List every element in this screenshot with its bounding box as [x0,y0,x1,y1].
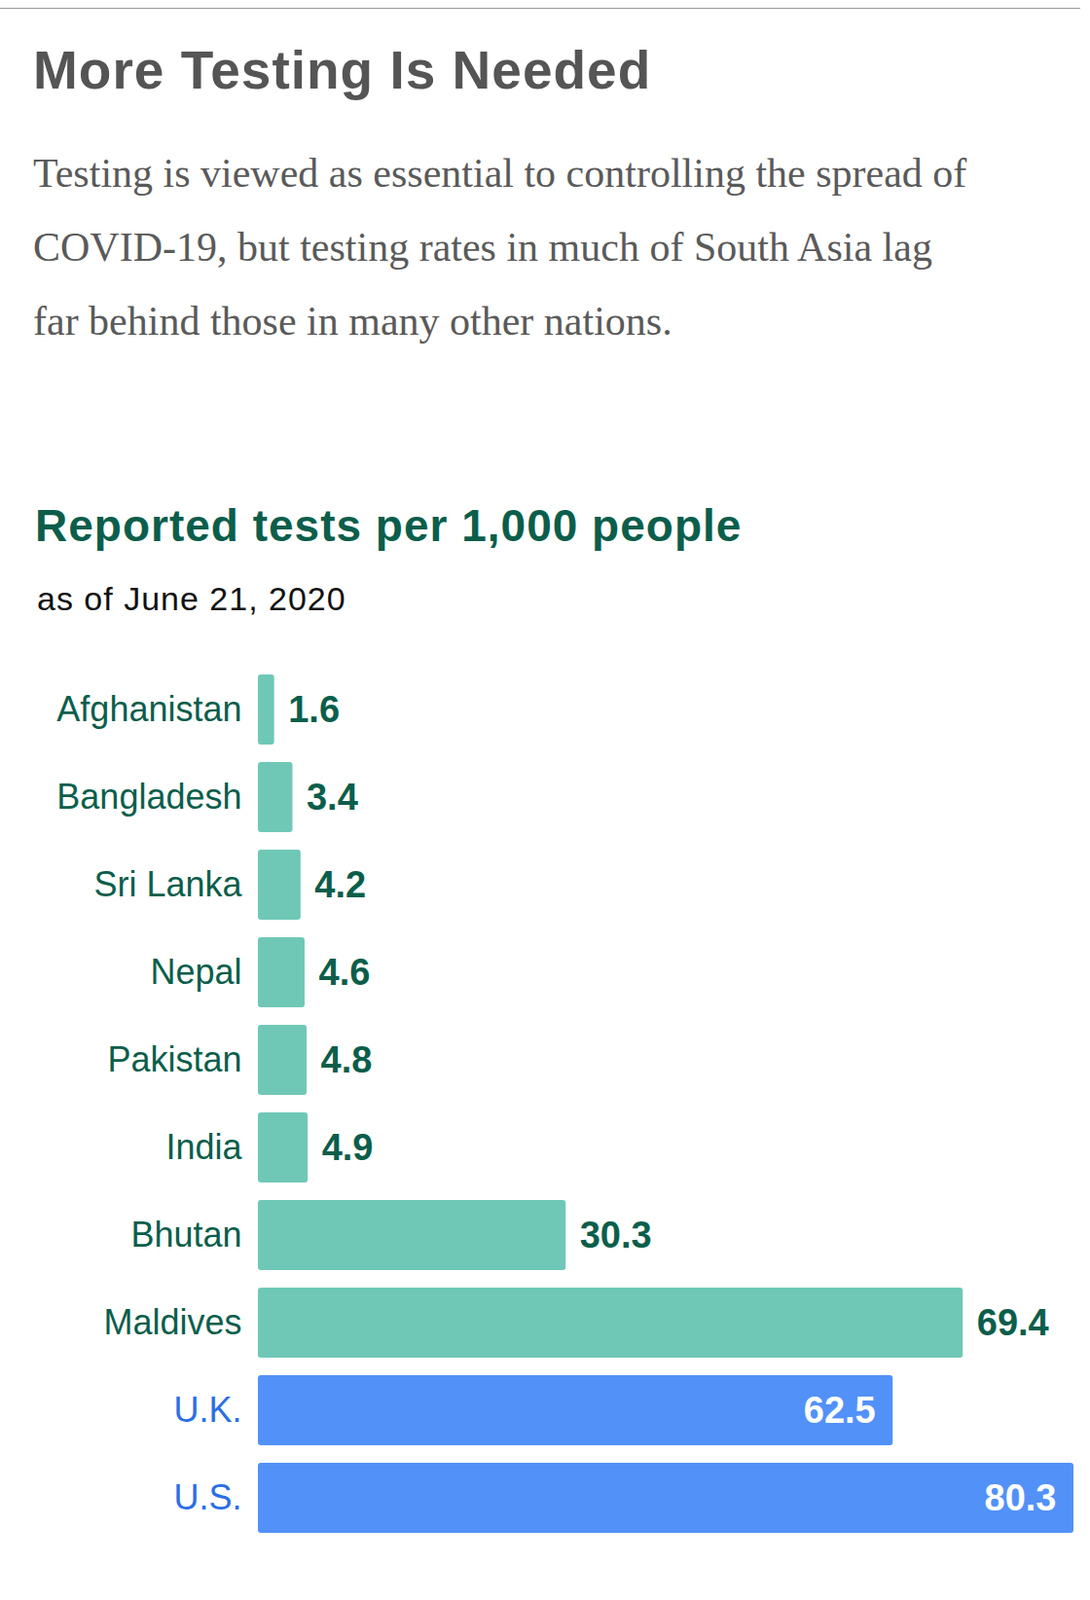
svg-text:30.3: 30.3 [580,1214,653,1256]
svg-text:Maldives: Maldives [103,1302,242,1343]
svg-text:Bangladesh: Bangladesh [56,776,242,817]
svg-text:4.6: 4.6 [319,951,371,993]
svg-text:India: India [165,1126,243,1167]
html-text:Reported tests per 1,000 peopl: Reported tests per 1,000 people [35,500,742,551]
svg-text:U.S.: U.S. [173,1477,242,1518]
svg-text:Sri Lanka: Sri Lanka [93,864,243,905]
svg-text:Pakistan: Pakistan [107,1039,242,1080]
html-text:More Testing Is Needed: More Testing Is Needed [33,39,652,101]
svg-text:1.6: 1.6 [288,689,340,730]
svg-text:3.4: 3.4 [306,776,359,818]
html-text:as of June 21, 2020: as of June 21, 2020 [36,580,347,618]
svg-text:62.5: 62.5 [803,1389,876,1431]
svg-text:Afghanistan: Afghanistan [56,689,242,729]
html-text:Testing is viewed as essential: Testing is viewed as essential to contro… [33,150,967,344]
svg-text:Nepal: Nepal [149,951,242,992]
svg-text:4.2: 4.2 [314,864,366,906]
svg-text:Bhutan: Bhutan [130,1214,242,1255]
svg-text:4.9: 4.9 [322,1126,374,1168]
svg-text:U.K.: U.K. [173,1389,242,1430]
svg-text:4.8: 4.8 [321,1039,373,1081]
svg-text:69.4: 69.4 [977,1302,1050,1344]
svg-text:80.3: 80.3 [984,1477,1057,1519]
